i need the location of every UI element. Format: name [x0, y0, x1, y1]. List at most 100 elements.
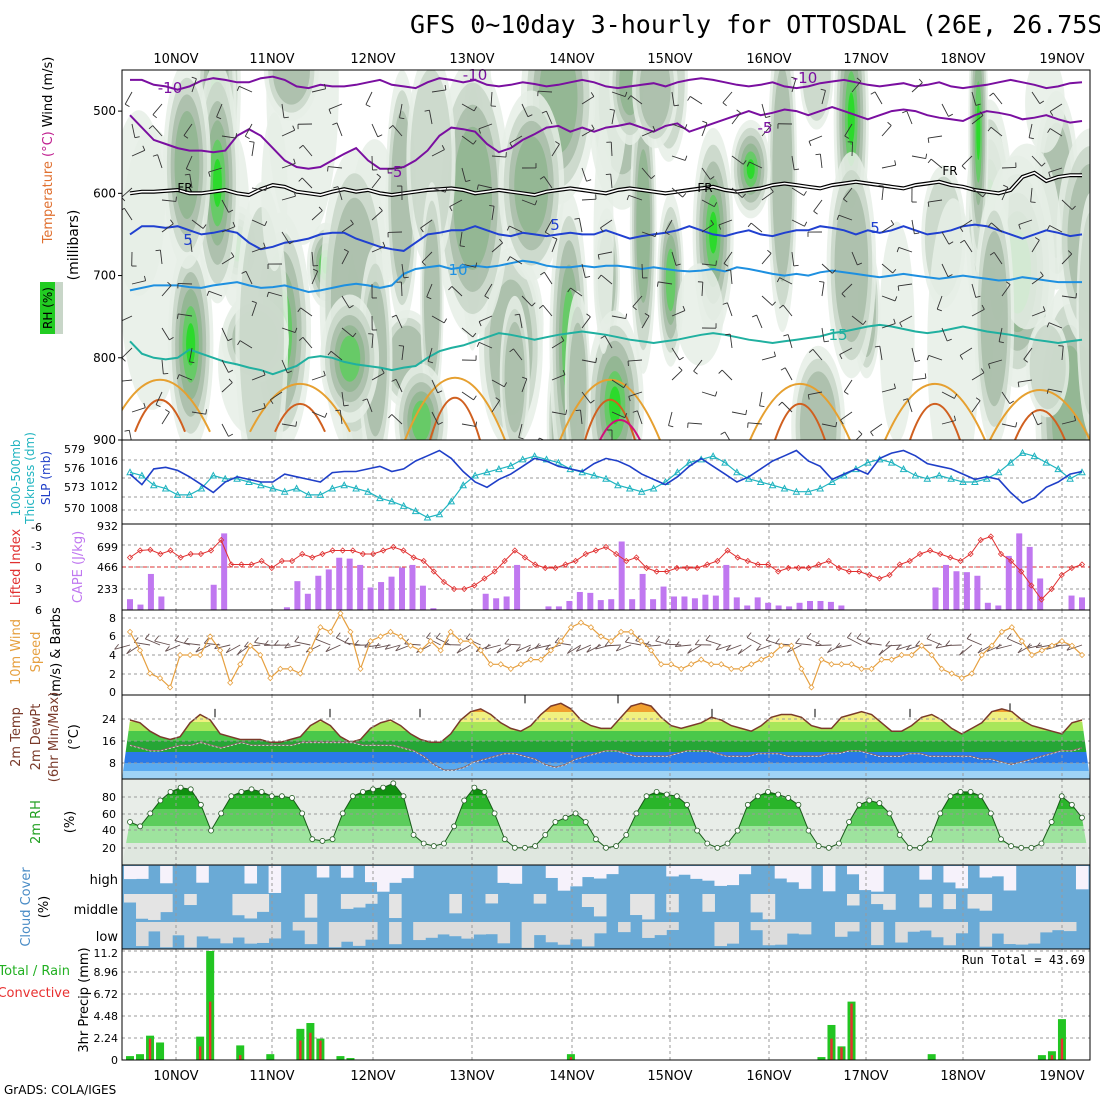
wind-barb-flag	[183, 135, 189, 139]
wind-barb-flag	[225, 647, 231, 654]
wind-barb	[251, 142, 255, 157]
wind-barb	[851, 141, 854, 157]
wind-barb-flag	[862, 320, 867, 325]
li-point	[451, 585, 458, 593]
convective-bar	[148, 1038, 152, 1060]
axis-label-part: (%)	[37, 896, 52, 919]
wind-speed-point	[1018, 638, 1025, 645]
contour-label: -10	[463, 66, 488, 84]
wind-barb	[251, 302, 257, 317]
thickness-point	[173, 490, 182, 498]
wind-barb	[178, 313, 193, 317]
wind-barb-flag	[216, 116, 222, 120]
wind-barb-flag	[624, 413, 628, 418]
cloud-clear-cell	[678, 866, 691, 875]
wind-barb-flag	[555, 141, 560, 145]
wind-barb	[748, 422, 763, 425]
rh-point	[866, 797, 873, 804]
axis-label-part: Cloud Cover	[19, 867, 34, 947]
li-point	[552, 564, 559, 572]
li-point	[845, 568, 853, 575]
cloud-clear-cell	[654, 922, 667, 936]
wind-barb	[336, 637, 351, 646]
rh-blob	[186, 323, 196, 366]
wind-barb	[819, 154, 823, 169]
contour-label: 15	[828, 326, 847, 344]
wind-barb-flag	[623, 383, 627, 389]
thickness-point	[268, 484, 277, 492]
cloud-clear-cell	[364, 922, 378, 940]
wind-barb-flag	[503, 382, 508, 387]
wind-barb	[761, 253, 772, 265]
wind-barb	[294, 641, 311, 646]
cloud-clear-cell	[991, 866, 1005, 877]
wind-barb-flag	[586, 647, 592, 653]
wind-barb	[729, 334, 733, 349]
cape-bar	[127, 599, 133, 610]
wind-speed-point	[928, 651, 935, 659]
wind-barb-flag	[953, 415, 956, 421]
wind-barb	[461, 391, 474, 401]
cloud-clear-cell	[340, 894, 354, 909]
wind-speed-point	[227, 679, 234, 686]
cloud-clear-cell	[160, 866, 173, 884]
wind-barb	[311, 411, 326, 418]
wind-barb	[971, 114, 984, 125]
wind-barb	[819, 442, 822, 456]
wind-barb	[827, 644, 842, 654]
wind-barb-flag	[185, 237, 191, 240]
thickness-point	[495, 465, 503, 473]
rh-point	[876, 800, 883, 806]
y-tick-label: 500	[93, 104, 116, 118]
cloud-clear-cell	[340, 922, 354, 942]
wind-barb-flag	[176, 313, 179, 319]
thickness-point	[245, 477, 253, 485]
wind-barb	[705, 639, 722, 646]
cloud-clear-cell	[497, 866, 511, 883]
wind-barb-flag	[352, 332, 357, 338]
wind-barb-flag	[989, 92, 994, 97]
wind-barb-flag	[293, 158, 296, 164]
li-point	[775, 568, 782, 575]
wind-barb	[941, 420, 956, 425]
wind-barb	[328, 166, 343, 169]
wind-barb	[479, 341, 493, 349]
li-point	[299, 550, 306, 558]
wind-barb-flag	[988, 363, 991, 369]
wind-barb-flag	[751, 314, 757, 318]
wind-speed-point	[828, 661, 835, 668]
wind-barb-flag	[1040, 271, 1044, 276]
wind-speed-point	[868, 665, 875, 672]
wind-speed-point	[297, 670, 304, 677]
convective-bar	[850, 1003, 853, 1060]
li-point	[714, 557, 721, 565]
rh-blob	[514, 136, 549, 236]
wind-speed-point	[156, 675, 164, 682]
li-point	[1058, 571, 1065, 579]
wind-speed-point	[547, 647, 554, 654]
wind-speed-point	[136, 647, 144, 654]
axis-label-part: 1000-500mb	[9, 439, 23, 516]
wind-barb-flag	[265, 185, 268, 191]
wind-speed-point	[217, 647, 224, 654]
wind-barb-flag	[742, 160, 747, 165]
wind-barb-flag	[951, 464, 955, 467]
wind-barb-flag	[725, 333, 731, 336]
wind-barb-flag	[155, 404, 161, 408]
wind-barb	[544, 271, 553, 285]
axis-label-part: CAPE (J/kg)	[71, 531, 86, 603]
rh-point	[1058, 793, 1065, 800]
wind-barb-flag	[705, 634, 711, 641]
wind-barb	[945, 644, 962, 646]
wind-barb	[344, 642, 361, 646]
cape-bar	[702, 594, 709, 610]
li-point	[177, 554, 184, 561]
wind-barb	[491, 155, 506, 158]
li-point	[592, 547, 599, 554]
cloud-clear-cell	[606, 866, 619, 875]
wind-barb	[604, 335, 613, 349]
convective-bar	[840, 1047, 843, 1060]
convective-bar	[198, 1046, 202, 1060]
wind-barb-flag	[155, 249, 161, 252]
